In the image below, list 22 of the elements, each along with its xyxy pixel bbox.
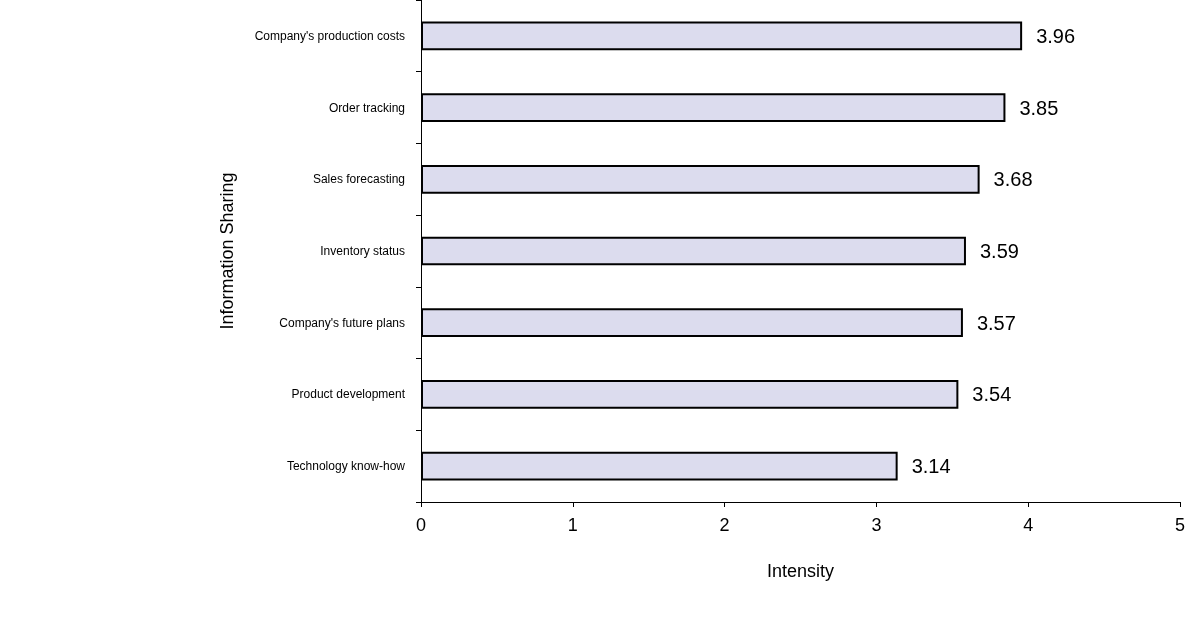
x-tick-label: 5 (1174, 515, 1186, 535)
y-tick-label: Company's production costs (254, 28, 405, 43)
x-tick-label: 3 (871, 515, 882, 535)
data-label: 3.14 (911, 455, 951, 478)
data-label: 3.96 (1036, 24, 1076, 47)
y-tick-label: Sales forecasting (312, 172, 405, 187)
y-tick-label: Technology know-how (286, 459, 406, 474)
data-label: 3.59 (979, 240, 1019, 262)
x-axis-title: Intensity (766, 561, 835, 581)
x-tick-label: 0 (415, 515, 427, 535)
y-tick-label: Inventory status (320, 244, 405, 258)
data-label: 3.85 (1019, 96, 1059, 119)
y-axis-title: Information Sharing (217, 172, 237, 330)
data-label: 3.57 (976, 311, 1016, 334)
y-tick-label: Product development (291, 387, 406, 402)
y-tick-label: Order tracking (328, 100, 405, 115)
x-tick-label: 4 (1023, 515, 1034, 535)
x-tick-label: 1 (567, 515, 578, 535)
data-label: 3.68 (993, 168, 1033, 191)
x-tick-label: 2 (719, 515, 730, 535)
y-tick-label: Company's future plans (279, 315, 405, 330)
data-label: 3.54 (972, 383, 1012, 406)
